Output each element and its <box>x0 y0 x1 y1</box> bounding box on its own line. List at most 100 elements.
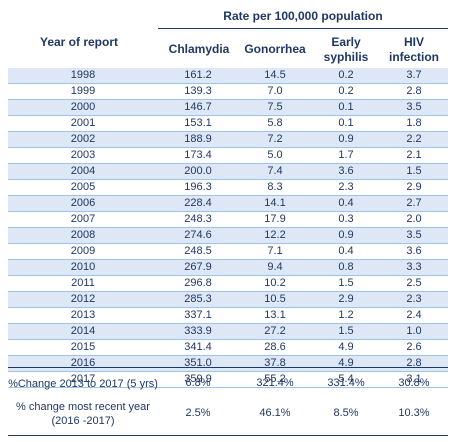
summary-separator <box>8 367 448 368</box>
early-syphilis-cell: 1.2 <box>338 309 354 321</box>
table-row: 2008 274.6 12.2 0.9 3.5 <box>8 228 448 244</box>
hiv-cell: 2.3 <box>406 293 422 305</box>
gonorrhea-cell: 12.2 <box>264 229 286 241</box>
gonorrhea-cell: 5.0 <box>267 149 283 161</box>
year-cell: 2000 <box>70 101 96 113</box>
early-syphilis-cell: 0.3 <box>338 213 354 225</box>
summary-cell: 2.5% <box>185 407 211 419</box>
chlamydia-cell: 200.0 <box>184 165 212 177</box>
early-syphilis-cell: 0.1 <box>338 117 354 129</box>
hiv-cell: 2.5 <box>406 277 422 289</box>
year-cell: 2008 <box>70 229 96 241</box>
summary-row-5yr: %Change 2013 to 2017 (5 yrs) 6.8% 321.4%… <box>8 377 448 391</box>
gonorrhea-cell: 14.5 <box>264 69 286 81</box>
table-row: 1999 139.3 7.0 0.2 2.8 <box>8 84 448 100</box>
gonorrhea-cell: 7.2 <box>267 133 283 145</box>
year-cell: 2003 <box>70 149 96 161</box>
table-row: 2000 146.7 7.5 0.1 3.5 <box>8 100 448 116</box>
year-cell: 2011 <box>71 277 95 289</box>
gonorrhea-cell: 37.8 <box>264 357 286 369</box>
hiv-cell: 2.8 <box>406 357 422 369</box>
year-cell: 2014 <box>70 325 96 337</box>
year-cell: 2015 <box>70 341 96 353</box>
year-cell: 2004 <box>70 165 96 177</box>
chlamydia-cell: 285.3 <box>184 293 212 305</box>
summary-cell: 8.5% <box>333 407 359 419</box>
early-syphilis-cell: 0.1 <box>338 101 354 113</box>
hiv-cell: 2.7 <box>406 197 422 209</box>
early-syphilis-cell: 0.2 <box>338 69 354 81</box>
gonorrhea-cell: 9.4 <box>267 261 283 273</box>
chlamydia-cell: 337.1 <box>184 309 212 321</box>
chlamydia-cell: 173.4 <box>184 149 212 161</box>
summary-cell: 321.4% <box>256 377 294 389</box>
year-cell: 2016 <box>70 357 96 369</box>
table-row: 2015 341.4 28.6 4.9 2.6 <box>8 340 448 356</box>
table-row: 2003 173.4 5.0 1.7 2.1 <box>8 148 448 164</box>
hiv-cell: 2.9 <box>406 181 422 193</box>
summary-label: %Change 2013 to 2017 (5 yrs) <box>8 378 158 390</box>
chlamydia-cell: 359.9 <box>184 373 212 385</box>
chlamydia-cell: 274.6 <box>184 229 212 241</box>
table-row: 2004 200.0 7.4 3.6 1.5 <box>8 164 448 180</box>
early-syphilis-cell: 4.9 <box>338 357 354 369</box>
chlamydia-cell: 153.1 <box>184 117 212 129</box>
table-row: 2005 196.3 8.3 2.3 2.9 <box>8 180 448 196</box>
early-syphilis-cell: 1.5 <box>338 325 354 337</box>
table-row: 2017 359.9 55.2 5.4 3.1 <box>8 372 448 388</box>
early-syphilis-cell: 0.4 <box>338 245 354 257</box>
table-row: 2014 333.9 27.2 1.5 1.0 <box>8 324 448 340</box>
year-cell: 2010 <box>70 261 96 273</box>
col-header-gonorrhea: Gonorrhea <box>244 42 306 56</box>
year-header: Year of report <box>39 35 119 49</box>
early-syphilis-cell: 4.9 <box>338 341 354 353</box>
chlamydia-cell: 333.9 <box>184 325 212 337</box>
col-header-chlamydia: Chlamydia <box>168 42 230 56</box>
early-syphilis-cell: 0.8 <box>338 261 354 273</box>
table-row: 2011 296.8 10.2 1.5 2.5 <box>8 276 448 292</box>
chlamydia-cell: 146.7 <box>184 101 212 113</box>
early-syphilis-cell: 0.9 <box>338 229 354 241</box>
hiv-cell: 2.6 <box>406 341 422 353</box>
gonorrhea-cell: 27.2 <box>264 325 286 337</box>
summary-cell: 30.8% <box>398 377 430 389</box>
table-row: 2010 267.9 9.4 0.8 3.3 <box>8 260 448 276</box>
super-header-rule <box>158 28 448 29</box>
table-row: 2012 285.3 10.5 2.9 2.3 <box>8 292 448 308</box>
year-cell: 2009 <box>70 245 96 257</box>
hiv-cell: 3.1 <box>406 373 422 385</box>
chlamydia-cell: 296.8 <box>184 277 212 289</box>
gonorrhea-cell: 14.1 <box>264 197 286 209</box>
hiv-cell: 1.8 <box>406 117 422 129</box>
table-row: 2002 188.9 7.2 0.9 2.2 <box>8 132 448 148</box>
chlamydia-cell: 351.0 <box>184 357 212 369</box>
summary-cell: 10.3% <box>398 407 430 419</box>
early-syphilis-cell: 1.7 <box>338 149 354 161</box>
early-syphilis-cell: 0.4 <box>338 197 354 209</box>
chlamydia-cell: 267.9 <box>184 261 212 273</box>
hiv-cell: 3.3 <box>406 261 422 273</box>
table-row: 1998 161.2 14.5 0.2 3.7 <box>8 68 448 84</box>
table-body: 1998 161.2 14.5 0.2 3.7 1999 139.3 7.0 0.2 2.8 200… <box>8 68 448 388</box>
chlamydia-cell: 161.2 <box>184 69 212 81</box>
gonorrhea-cell: 17.9 <box>264 213 286 225</box>
early-syphilis-cell: 5.4 <box>338 373 354 385</box>
year-cell: 2013 <box>70 309 96 321</box>
hiv-cell: 2.0 <box>406 213 422 225</box>
gonorrhea-cell: 10.5 <box>264 293 286 305</box>
early-syphilis-cell: 0.9 <box>338 133 354 145</box>
year-cell: 2001 <box>70 117 96 129</box>
hiv-cell: 3.5 <box>406 101 422 113</box>
chlamydia-cell: 228.4 <box>184 197 212 209</box>
chlamydia-cell: 248.3 <box>184 213 212 225</box>
early-syphilis-cell: 2.9 <box>338 293 354 305</box>
table-row: 2013 337.1 13.1 1.2 2.4 <box>8 308 448 324</box>
hiv-cell: 2.8 <box>406 85 422 97</box>
table-row: 2006 228.4 14.1 0.4 2.7 <box>8 196 448 212</box>
bottom-rule <box>8 435 448 436</box>
hiv-cell: 2.1 <box>406 149 422 161</box>
chlamydia-cell: 196.3 <box>184 181 212 193</box>
hiv-cell: 3.6 <box>406 245 422 257</box>
hiv-cell: 2.4 <box>406 309 422 321</box>
